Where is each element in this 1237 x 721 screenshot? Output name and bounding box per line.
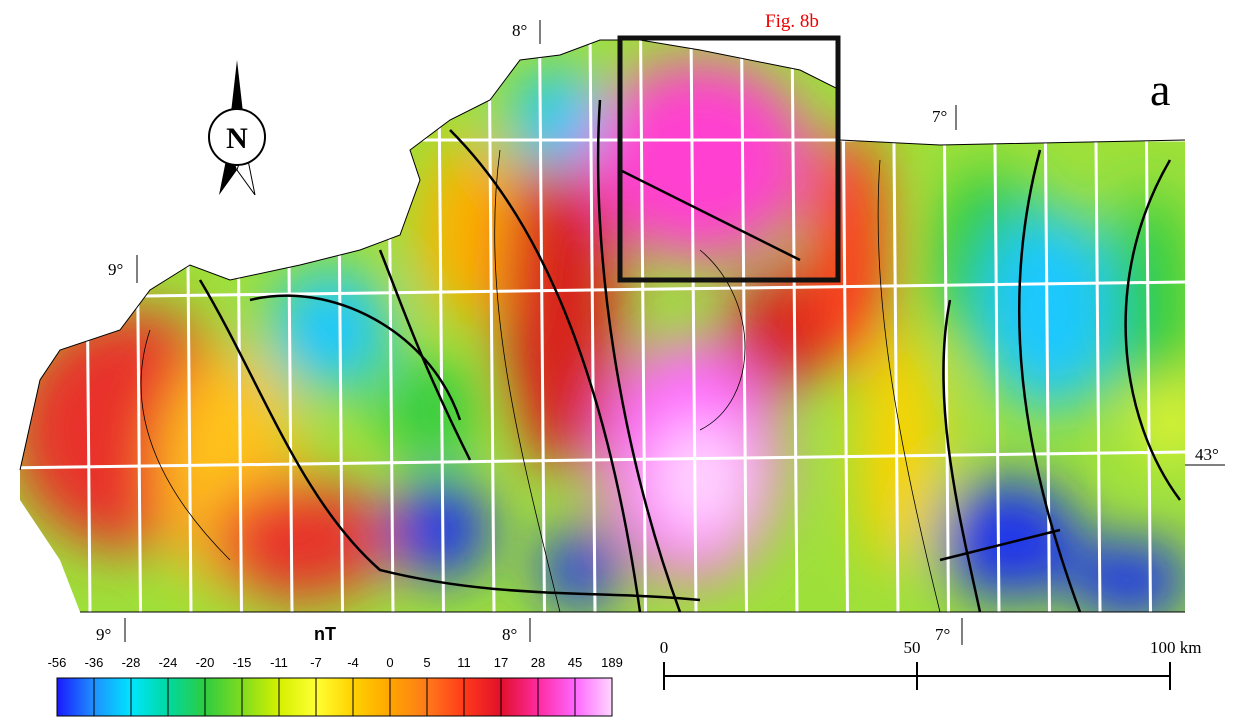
- inset-label: Fig. 8b: [765, 11, 819, 32]
- colorbar: nT -56 -36 -28 -24 -20 -15 -11 -7 -4 0 5 11 17 28 45 18…: [48, 624, 623, 716]
- colorbar-tick-label: -4: [347, 655, 359, 670]
- colorbar-tick-label: -7: [310, 655, 322, 670]
- colorbar-tick-label: -24: [159, 655, 178, 670]
- colorbar-tick-label: 45: [568, 655, 582, 670]
- figure-label: a: [1150, 64, 1170, 115]
- colorbar-unit: nT: [314, 624, 336, 644]
- map-figure: Fig. 8b a N 8° 7° 9° 9° 8° 7° 43° nT -56…: [0, 0, 1237, 721]
- north-label: N: [226, 122, 248, 155]
- colorbar-tick-label: -56: [48, 655, 67, 670]
- lon-label: 7°: [932, 107, 947, 126]
- scale-tick: 50: [904, 638, 921, 657]
- lon-label: 7°: [935, 625, 950, 644]
- lon-label: 8°: [512, 21, 527, 40]
- lat-label: 43°: [1195, 445, 1219, 464]
- lon-label: 8°: [502, 625, 517, 644]
- colorbar-tick-label: 28: [531, 655, 545, 670]
- colorbar-tick-label: 0: [386, 655, 393, 670]
- colorbar-tick-label: 5: [423, 655, 430, 670]
- colorbar-tick-label: -11: [270, 655, 288, 670]
- colorbar-tick-label: 17: [494, 655, 508, 670]
- scale-bar: 0 50 100 km: [660, 638, 1202, 690]
- colorbar-tick-label: -15: [233, 655, 252, 670]
- colorbar-fill: [57, 678, 612, 716]
- north-arrow: N: [209, 60, 265, 195]
- lon-label: 9°: [108, 260, 123, 279]
- scale-tick: 0: [660, 638, 669, 657]
- colorbar-tick-label: 11: [457, 655, 471, 670]
- colorbar-tick-label: -20: [196, 655, 215, 670]
- colorbar-tick-label: -36: [85, 655, 104, 670]
- scale-end: 100 km: [1150, 638, 1201, 657]
- lon-label: 9°: [96, 625, 111, 644]
- colorbar-tick-label: -28: [122, 655, 141, 670]
- colorbar-tick-label: 189: [601, 655, 623, 670]
